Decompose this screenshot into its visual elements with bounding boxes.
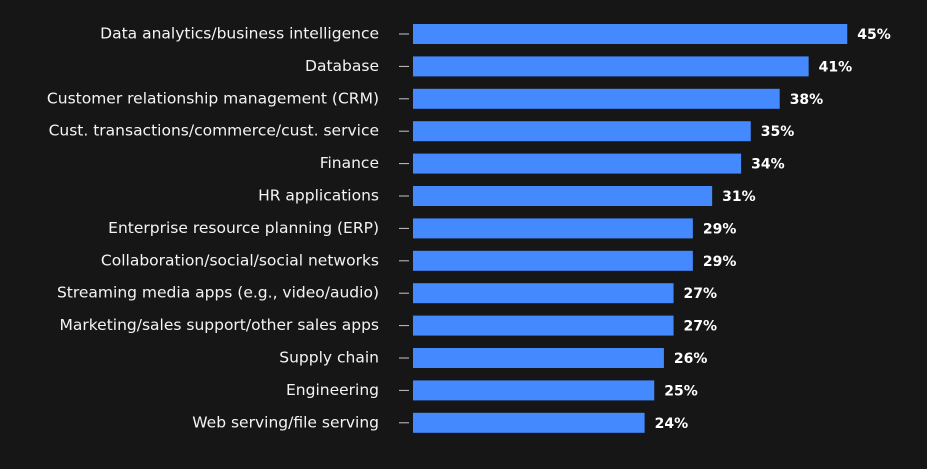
category-label: Marketing/sales support/other sales apps: [59, 316, 379, 334]
value-label: 27%: [684, 319, 718, 335]
value-label: 29%: [703, 254, 737, 270]
bar: [413, 186, 713, 206]
category-label: Cust. transactions/commerce/cust. servic…: [49, 122, 379, 140]
bar: [413, 121, 751, 142]
bar: [413, 250, 693, 271]
value-label: 29%: [703, 221, 737, 237]
category-label: Streaming media apps (e.g., video/audio): [57, 284, 379, 302]
category-label: Database: [305, 57, 379, 75]
value-label: 45%: [857, 27, 891, 43]
bar: [413, 218, 693, 239]
value-label: 35%: [761, 124, 795, 140]
bar: [413, 412, 645, 433]
value-label: 34%: [751, 157, 785, 173]
category-label: Collaboration/social/social networks: [101, 251, 379, 269]
value-label: 41%: [819, 59, 853, 75]
value-label: 31%: [722, 189, 756, 205]
category-label: Enterprise resource planning (ERP): [108, 219, 379, 237]
category-label: Finance: [320, 154, 379, 172]
bar: [413, 315, 674, 336]
bar: [413, 88, 780, 109]
value-label: 27%: [684, 286, 718, 302]
bar: [413, 56, 809, 77]
value-label: 24%: [655, 416, 689, 432]
category-label: HR applications: [258, 187, 379, 205]
category-label: Supply chain: [279, 349, 379, 367]
bar: [413, 348, 664, 368]
category-label: Data analytics/business intelligence: [100, 25, 379, 43]
value-label: 38%: [790, 92, 824, 108]
value-label: 25%: [664, 383, 698, 399]
bar: [413, 153, 742, 174]
bar: [413, 24, 848, 44]
value-label: 26%: [674, 351, 708, 367]
bar: [413, 380, 655, 401]
category-label: Customer relationship management (CRM): [47, 89, 379, 107]
category-label: Web serving/file serving: [192, 413, 379, 431]
category-label: Engineering: [286, 381, 379, 399]
bar: [413, 283, 674, 304]
